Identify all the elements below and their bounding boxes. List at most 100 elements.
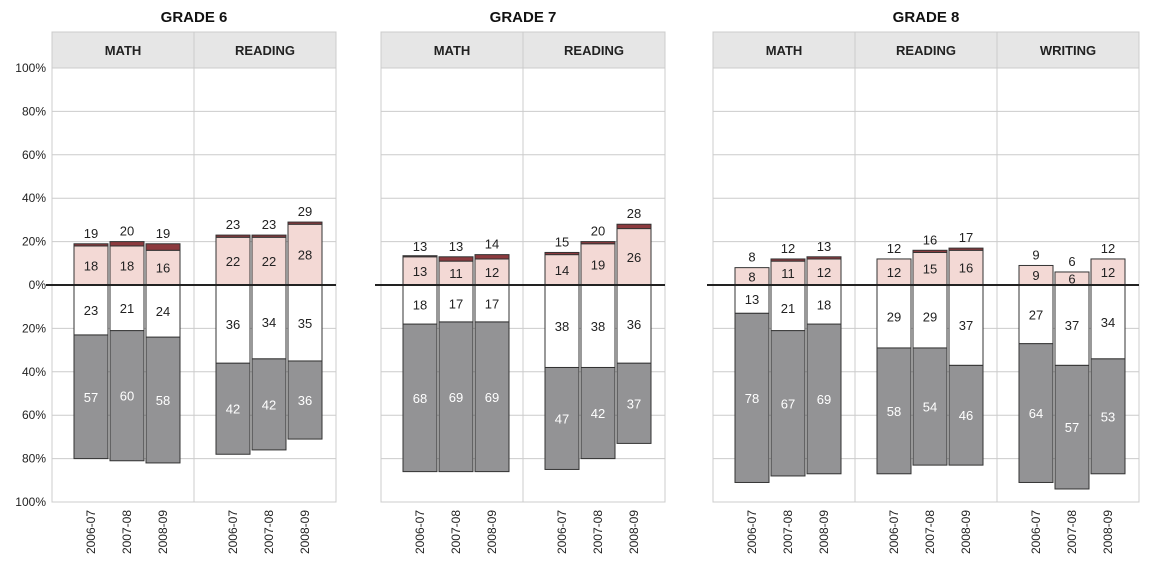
x-tick-label: 2008-09 (156, 510, 170, 554)
bar-proficient (544, 254, 580, 286)
basic-label: 13 (745, 292, 759, 307)
bar-advanced (145, 243, 181, 251)
basic-label: 17 (485, 296, 499, 311)
x-tick-label: 2007-08 (923, 510, 937, 554)
proficient-label: 8 (748, 269, 755, 284)
below-basic-label: 42 (262, 397, 276, 412)
below-basic-label: 67 (781, 396, 795, 411)
x-tick-label: 2008-09 (959, 510, 973, 554)
bar-proficient (251, 236, 287, 286)
bar-advanced (544, 251, 580, 256)
x-tick-label: 2007-08 (781, 510, 795, 554)
bar-below-basic (109, 330, 145, 462)
proficient-label: 6 (1068, 271, 1075, 286)
bar-advanced (474, 254, 510, 260)
bar-basic (474, 284, 510, 323)
bar-advanced (109, 241, 145, 247)
proficient-label: 12 (485, 265, 499, 280)
panel-title: GRADE 7 (490, 9, 557, 26)
basic-label: 38 (555, 319, 569, 334)
y-tick-label: 20% (22, 321, 46, 335)
total-above-label: 12 (781, 241, 795, 256)
below-basic-label: 58 (156, 393, 170, 408)
x-tick-label: 2006-07 (1029, 510, 1043, 554)
subject-label: MATH (766, 43, 803, 58)
total-above-label: 12 (887, 241, 901, 256)
bar-advanced (287, 221, 323, 225)
bar-proficient (109, 245, 145, 286)
proficient-label: 15 (923, 262, 937, 277)
proficient-label: 22 (262, 254, 276, 269)
below-basic-label: 69 (449, 390, 463, 405)
subject-label: READING (896, 43, 956, 58)
bar-basic (1054, 284, 1090, 366)
x-tick-label: 2008-09 (627, 510, 641, 554)
y-tick-label: 20% (22, 235, 46, 249)
bar-advanced (948, 247, 984, 251)
below-basic-label: 69 (485, 390, 499, 405)
bar-proficient (402, 256, 438, 286)
total-above-label: 13 (449, 239, 463, 254)
y-tick-label: 40% (22, 365, 46, 379)
x-tick-label: 2006-07 (84, 510, 98, 554)
basic-label: 18 (817, 298, 831, 313)
x-tick-label: 2007-08 (120, 510, 134, 554)
total-above-label: 12 (1101, 241, 1115, 256)
bar-basic (145, 284, 181, 338)
basic-label: 17 (449, 296, 463, 311)
basic-label: 27 (1029, 307, 1043, 322)
x-tick-label: 2008-09 (298, 510, 312, 554)
y-tick-label: 100% (15, 495, 46, 509)
below-basic-label: 54 (923, 400, 937, 415)
proficient-label: 11 (781, 266, 795, 281)
bar-advanced (73, 243, 109, 247)
bar-basic (109, 284, 145, 332)
x-tick-label: 2008-09 (1101, 510, 1115, 554)
bar-below-basic (145, 336, 181, 464)
subject-label: MATH (105, 43, 142, 58)
bar-proficient (287, 223, 323, 286)
subject-label: MATH (434, 43, 471, 58)
basic-label: 38 (591, 319, 605, 334)
bar-below-basic (770, 330, 806, 477)
bar-advanced (806, 256, 842, 260)
basic-label: 37 (959, 318, 973, 333)
bar-basic (215, 284, 251, 364)
bar-below-basic (544, 366, 580, 470)
basic-label: 34 (262, 315, 276, 330)
x-tick-label: 2006-07 (555, 510, 569, 554)
bar-below-basic (215, 362, 251, 455)
total-above-label: 29 (298, 204, 312, 219)
proficient-label: 9 (1032, 268, 1039, 283)
bar-below-basic (287, 360, 323, 440)
proficient-label: 18 (84, 258, 98, 273)
below-basic-label: 57 (84, 390, 98, 405)
proficient-label: 12 (817, 265, 831, 280)
proficient-label: 22 (226, 254, 240, 269)
total-above-label: 23 (262, 217, 276, 232)
total-above-label: 15 (555, 234, 569, 249)
below-basic-label: 47 (555, 411, 569, 426)
y-tick-label: 60% (22, 148, 46, 162)
bar-advanced (616, 223, 652, 230)
bar-proficient (145, 249, 181, 286)
bar-below-basic (580, 366, 616, 460)
bar-advanced (912, 249, 948, 253)
basic-label: 23 (84, 303, 98, 318)
below-basic-label: 42 (226, 402, 240, 417)
proficient-label: 12 (1101, 265, 1115, 280)
total-above-label: 20 (120, 224, 134, 239)
bar-advanced (580, 241, 616, 245)
panel-header (712, 31, 1140, 69)
below-basic-label: 64 (1029, 406, 1043, 421)
proficient-label: 28 (298, 248, 312, 263)
bar-below-basic (402, 323, 438, 473)
x-tick-label: 2007-08 (591, 510, 605, 554)
bar-basic (806, 284, 842, 325)
proficient-label: 26 (627, 250, 641, 265)
below-basic-label: 78 (745, 391, 759, 406)
below-basic-label: 37 (627, 396, 641, 411)
panel-title: GRADE 6 (161, 9, 228, 26)
x-tick-label: 2007-08 (1065, 510, 1079, 554)
